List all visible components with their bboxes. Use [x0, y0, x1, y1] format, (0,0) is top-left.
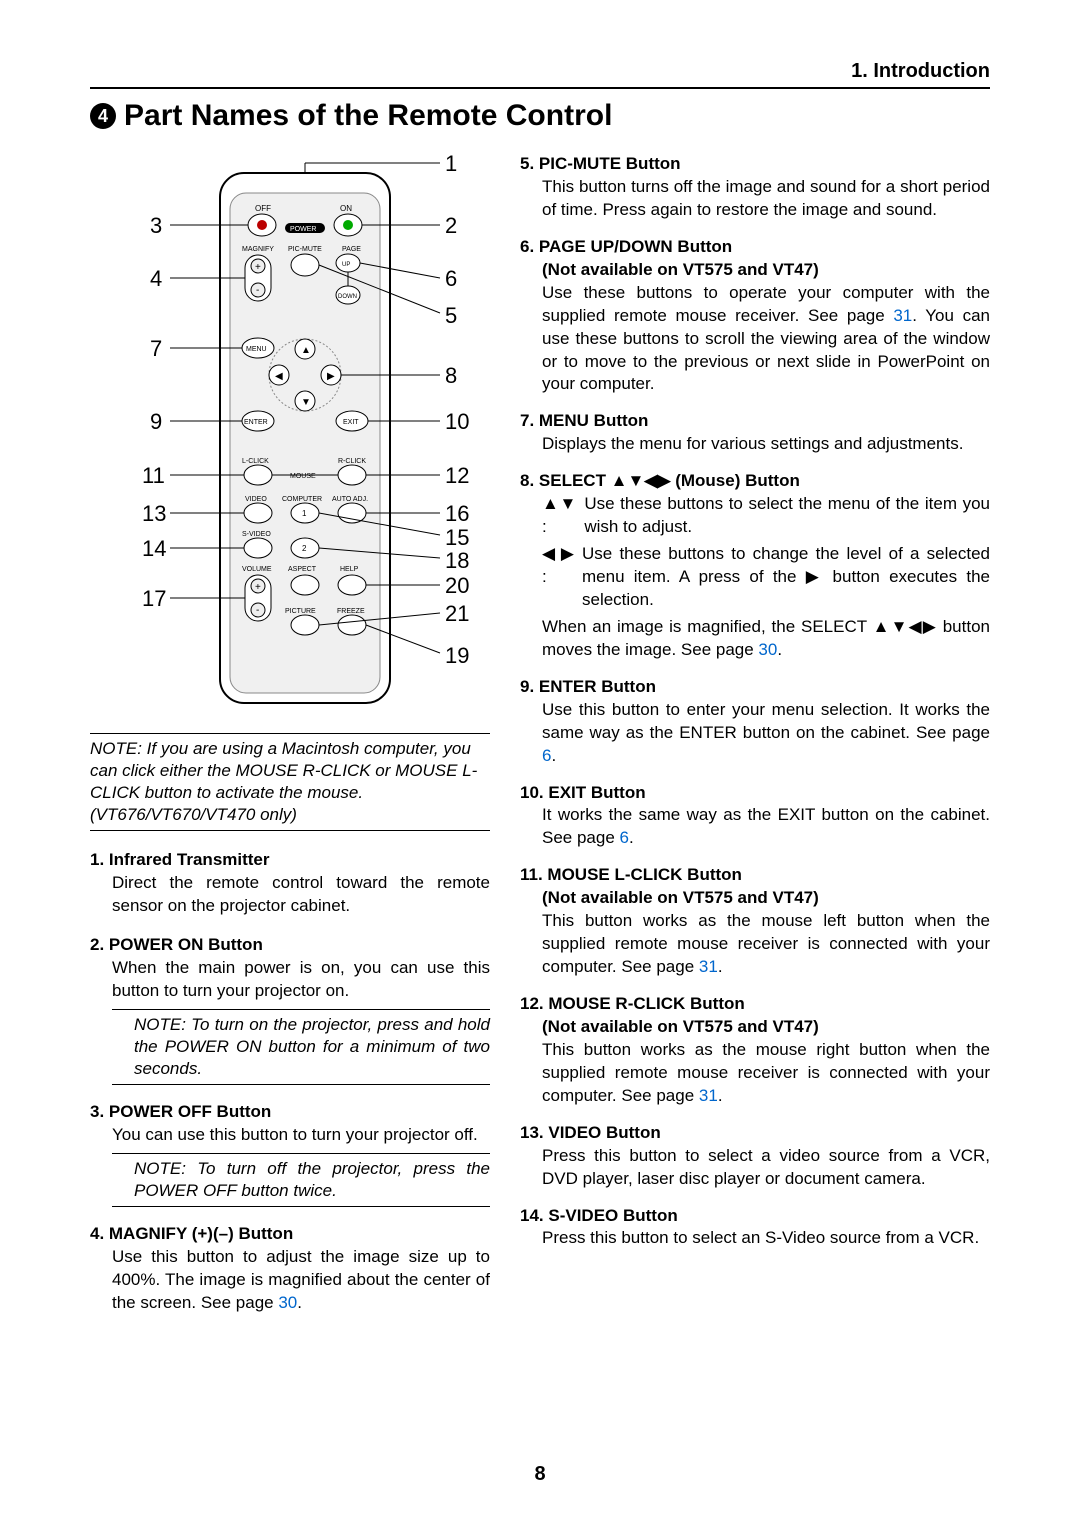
svg-text:L-CLICK: L-CLICK: [242, 458, 269, 465]
svg-text:PAGE: PAGE: [342, 246, 361, 253]
svg-text:2: 2: [302, 544, 307, 553]
svg-text:EXIT: EXIT: [343, 419, 359, 426]
callout-20: 20: [445, 573, 469, 599]
callout-1: 1: [445, 151, 457, 177]
list-item: 6. PAGE UP/DOWN Button(Not available on …: [520, 236, 990, 397]
callout-6: 6: [445, 266, 457, 292]
callout-2: 2: [445, 213, 457, 239]
svg-text:POWER: POWER: [290, 226, 316, 233]
callout-13: 13: [142, 501, 166, 527]
svg-text:◀: ◀: [275, 371, 283, 382]
left-column: OFF ON POWER MAGNIFY PIC-MUTE PAGE +: [90, 153, 490, 1331]
remote-diagram: OFF ON POWER MAGNIFY PIC-MUTE PAGE +: [90, 153, 490, 713]
list-item: 7. MENU ButtonDisplays the menu for vari…: [520, 410, 990, 456]
svg-text:ASPECT: ASPECT: [288, 566, 317, 573]
svg-text:VOLUME: VOLUME: [242, 566, 272, 573]
callout-12: 12: [445, 463, 469, 489]
svg-text:PIC-MUTE: PIC-MUTE: [288, 246, 322, 253]
page-title: 4 Part Names of the Remote Control: [90, 99, 990, 133]
svg-text:S-VIDEO: S-VIDEO: [242, 531, 271, 538]
list-item: 13. VIDEO ButtonPress this button to sel…: [520, 1122, 990, 1191]
title-text: Part Names of the Remote Control: [124, 99, 612, 133]
callout-9: 9: [150, 409, 162, 435]
callout-8: 8: [445, 363, 457, 389]
callout-17: 17: [142, 586, 166, 612]
svg-text:MENU: MENU: [246, 346, 267, 353]
right-item-list: 5. PIC-MUTE ButtonThis button turns off …: [520, 153, 990, 1250]
callout-10: 10: [445, 409, 469, 435]
svg-text:▼: ▼: [301, 397, 311, 408]
list-item: 3. POWER OFF ButtonYou can use this butt…: [90, 1101, 490, 1207]
svg-text:+: +: [255, 262, 261, 273]
callout-19: 19: [445, 643, 469, 669]
svg-text:ENTER: ENTER: [244, 419, 268, 426]
callout-18: 18: [445, 548, 469, 574]
svg-text:COMPUTER: COMPUTER: [282, 496, 322, 503]
svg-text:MAGNIFY: MAGNIFY: [242, 246, 274, 253]
callout-7: 7: [150, 336, 162, 362]
list-item: 5. PIC-MUTE ButtonThis button turns off …: [520, 153, 990, 222]
svg-text:DOWN: DOWN: [338, 294, 357, 300]
svg-text:UP: UP: [342, 262, 350, 268]
callout-5: 5: [445, 303, 457, 329]
content-columns: OFF ON POWER MAGNIFY PIC-MUTE PAGE +: [90, 153, 990, 1331]
list-item: 14. S-VIDEO ButtonPress this button to s…: [520, 1205, 990, 1251]
svg-text:+: +: [255, 582, 261, 593]
right-column: 5. PIC-MUTE ButtonThis button turns off …: [520, 153, 990, 1331]
list-item: 2. POWER ON ButtonWhen the main power is…: [90, 934, 490, 1085]
callout-21: 21: [445, 601, 469, 627]
section-number-badge: 4: [90, 103, 116, 129]
svg-text:AUTO ADJ.: AUTO ADJ.: [332, 496, 368, 503]
list-item: 10. EXIT ButtonIt works the same way as …: [520, 782, 990, 851]
svg-text:HELP: HELP: [340, 566, 359, 573]
svg-text:PICTURE: PICTURE: [285, 608, 316, 615]
list-item: 9. ENTER ButtonUse this button to enter …: [520, 676, 990, 768]
svg-text:R-CLICK: R-CLICK: [338, 458, 366, 465]
svg-text:VIDEO: VIDEO: [245, 496, 267, 503]
svg-text:1: 1: [302, 509, 307, 518]
list-item: 12. MOUSE R-CLICK Button(Not available o…: [520, 993, 990, 1108]
svg-text:-: -: [256, 285, 259, 296]
chapter-header: 1. Introduction: [90, 60, 990, 89]
macintosh-note: NOTE: If you are using a Macintosh compu…: [90, 733, 490, 831]
list-item: 1. Infrared TransmitterDirect the remote…: [90, 849, 490, 918]
page-number: 8: [534, 1463, 545, 1486]
svg-text:ON: ON: [340, 204, 352, 213]
list-item: 11. MOUSE L-CLICK Button(Not available o…: [520, 864, 990, 979]
svg-text:FREEZE: FREEZE: [337, 608, 365, 615]
callout-16: 16: [445, 501, 469, 527]
callout-3: 3: [150, 213, 162, 239]
svg-text:MOUSE: MOUSE: [290, 473, 316, 480]
svg-text:▲: ▲: [301, 345, 311, 356]
svg-text:▶: ▶: [327, 371, 335, 382]
callout-4: 4: [150, 266, 162, 292]
callout-11: 11: [142, 463, 165, 489]
left-item-list: 1. Infrared TransmitterDirect the remote…: [90, 849, 490, 1315]
svg-text:-: -: [256, 605, 259, 616]
list-item: 8. SELECT ▲▼◀▶ (Mouse) Button▲▼ :Use the…: [520, 470, 990, 662]
list-item: 4. MAGNIFY (+)(–) ButtonUse this button …: [90, 1223, 490, 1315]
svg-text:OFF: OFF: [255, 204, 271, 213]
callout-14: 14: [142, 536, 166, 562]
